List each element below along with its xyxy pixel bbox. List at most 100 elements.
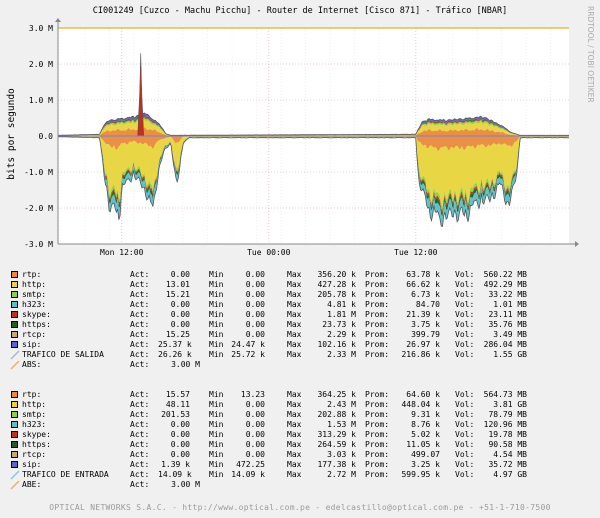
legend-min-value: 13.23 bbox=[240, 390, 265, 399]
legend-series-name: skype: bbox=[22, 430, 51, 439]
legend-row-https-in: https: Act: 0.00 Min 0.00 Max 264.59 k Prom: 11.… bbox=[0, 440, 600, 450]
legend-act-value: 0.00 bbox=[170, 270, 190, 279]
legend-label-act: Act: bbox=[130, 270, 150, 279]
legend-line-swatch bbox=[10, 360, 20, 370]
y-tick-label: 1.0 M bbox=[29, 96, 53, 105]
legend-series-name: http: bbox=[22, 400, 47, 409]
legend-max-value: 427.28 k bbox=[317, 280, 356, 289]
legend-label-act: Act: bbox=[130, 440, 150, 449]
x-tick-label: Mon 12:00 bbox=[100, 248, 144, 257]
legend-vol-value: 564.73 MB bbox=[483, 390, 527, 399]
y-tick-label: 0.0 bbox=[39, 132, 54, 141]
legend-swatch bbox=[11, 291, 18, 298]
legend-label-min: Min bbox=[209, 420, 224, 429]
rtp-in-area bbox=[58, 136, 569, 151]
legend-row-skype-out: skype: Act: 0.00 Min 0.00 Max 1.81 M Prom: 21.39… bbox=[0, 310, 600, 320]
legend-row-http-in: http: Act: 48.11 Min 0.00 Max 2.43 M Prom: 448.0… bbox=[0, 400, 600, 410]
legend-vol-value: 492.29 MB bbox=[483, 280, 527, 289]
legend-label-act: Act: bbox=[130, 400, 150, 409]
legend-label-vol: Vol: bbox=[455, 390, 475, 399]
chart-title: CI001249 [Cuzco - Machu Picchu] - Router… bbox=[93, 6, 508, 16]
legend-act-value: 0.00 bbox=[170, 420, 190, 429]
x-tick-label: Tue 12:00 bbox=[394, 248, 438, 257]
legend-label-avg: Prom: bbox=[365, 410, 390, 419]
legend-avg-value: 399.79 bbox=[411, 330, 440, 339]
http-in-area bbox=[58, 136, 569, 208]
legend-max-value: 202.88 k bbox=[317, 410, 356, 419]
y-tick-label: 3.0 M bbox=[29, 24, 53, 33]
legend-row-total-in: TRAFICO DE ENTRADA Act: 14.09 k Min 14.09 k M… bbox=[0, 470, 600, 480]
legend-label-avg: Prom: bbox=[365, 390, 390, 399]
legend-label-avg: Prom: bbox=[365, 270, 390, 279]
legend-label-act: Act: bbox=[130, 300, 150, 309]
legend-label-vol: Vol: bbox=[455, 350, 475, 359]
legend-max-value: 2.43 M bbox=[327, 400, 356, 409]
legend-row-sip-in: sip: Act: 1.39 k Min 472.25 Max 177.38 k Prom: 3… bbox=[0, 460, 600, 470]
legend-label-min: Min bbox=[209, 350, 224, 359]
legend-label-avg: Prom: bbox=[365, 470, 390, 479]
legend-series-name: smtp: bbox=[22, 410, 47, 419]
legend-avg-value: 3.25 k bbox=[411, 460, 440, 469]
legend-vol-value: 560.22 MB bbox=[483, 270, 527, 279]
legend-min-value: 0.00 bbox=[245, 310, 265, 319]
legend-min-value: 0.00 bbox=[245, 280, 265, 289]
legend-avg-value: 64.60 k bbox=[406, 390, 440, 399]
legend-series-name: ABS: bbox=[22, 360, 42, 369]
legend-label-act: Act: bbox=[130, 340, 150, 349]
legend-swatch bbox=[11, 421, 18, 428]
legend-swatch bbox=[11, 331, 18, 338]
legend-label-max: Max bbox=[287, 440, 302, 449]
legend-avg-value: 216.86 k bbox=[401, 350, 440, 359]
legend-max-value: 264.59 k bbox=[317, 440, 356, 449]
legend-act-value: 26.26 k bbox=[158, 350, 192, 359]
legend-row-smtp-in: smtp: Act: 201.53 Min 0.00 Max 202.88 k Prom: 9.… bbox=[0, 410, 600, 420]
legend-avg-value: 499.07 bbox=[411, 450, 440, 459]
legend-label-max: Max bbox=[287, 310, 302, 319]
legend-act-value: 14.09 k bbox=[158, 470, 192, 479]
legend-vol-value: 23.11 MB bbox=[488, 310, 527, 319]
legend-label-act: Act: bbox=[130, 310, 150, 319]
total-in-line bbox=[58, 136, 569, 228]
legend-avg-value: 599.95 k bbox=[401, 470, 440, 479]
legend-vol-value: 78.79 MB bbox=[488, 410, 527, 419]
footer-credits: OPTICAL NETWORKS S.A.C. - http://www.opt… bbox=[49, 503, 551, 512]
legend-vol-value: 19.78 MB bbox=[488, 430, 527, 439]
legend-label-avg: Prom: bbox=[365, 350, 390, 359]
legend-label-max: Max bbox=[287, 420, 302, 429]
legend-max-value: 23.73 k bbox=[322, 320, 356, 329]
legend-series-name: ABE: bbox=[22, 480, 42, 489]
legend-label-act: Act: bbox=[130, 480, 150, 489]
legend-label-min: Min bbox=[209, 320, 224, 329]
rtp-out-area bbox=[58, 127, 569, 136]
legend-act-value: 0.00 bbox=[170, 430, 190, 439]
legend-label-min: Min bbox=[209, 270, 224, 279]
legend-act-value: 13.01 bbox=[165, 280, 190, 289]
legend-label-avg: Prom: bbox=[365, 340, 390, 349]
legend-label-vol: Vol: bbox=[455, 410, 475, 419]
legend-label-avg: Prom: bbox=[365, 420, 390, 429]
http-out-area bbox=[58, 119, 569, 136]
legend-swatch bbox=[11, 441, 18, 448]
y-tick-label: -3.0 M bbox=[24, 240, 53, 249]
legend-swatch bbox=[11, 391, 18, 398]
legend-abs-value: 3.00 M bbox=[171, 480, 200, 489]
legend-label-min: Min bbox=[209, 310, 224, 319]
legend-act-value: 0.00 bbox=[170, 450, 190, 459]
legend-act-value: 0.00 bbox=[170, 440, 190, 449]
legend-max-value: 177.38 k bbox=[317, 460, 356, 469]
legend-label-vol: Vol: bbox=[455, 400, 475, 409]
legend-label-avg: Prom: bbox=[365, 330, 390, 339]
legend-series-name: h323: bbox=[22, 420, 47, 429]
legend-avg-value: 6.73 k bbox=[411, 290, 440, 299]
legend-avg-value: 5.02 k bbox=[411, 430, 440, 439]
legend-row-rtcp-in: rtcp: Act: 0.00 Min 0.00 Max 3.03 k Prom: 499.07… bbox=[0, 450, 600, 460]
legend-row-abe: ABE: Act: 3.00 M bbox=[0, 480, 600, 490]
legend-vol-value: 1.55 GB bbox=[493, 350, 527, 359]
legend-label-min: Min bbox=[209, 440, 224, 449]
legend-series-name: rtp: bbox=[22, 390, 42, 399]
legend-label-min: Min bbox=[209, 300, 224, 309]
legend-avg-value: 9.31 k bbox=[411, 410, 440, 419]
legend-label-avg: Prom: bbox=[365, 320, 390, 329]
legend-series-name: rtp: bbox=[22, 270, 42, 279]
legend-label-min: Min bbox=[209, 410, 224, 419]
